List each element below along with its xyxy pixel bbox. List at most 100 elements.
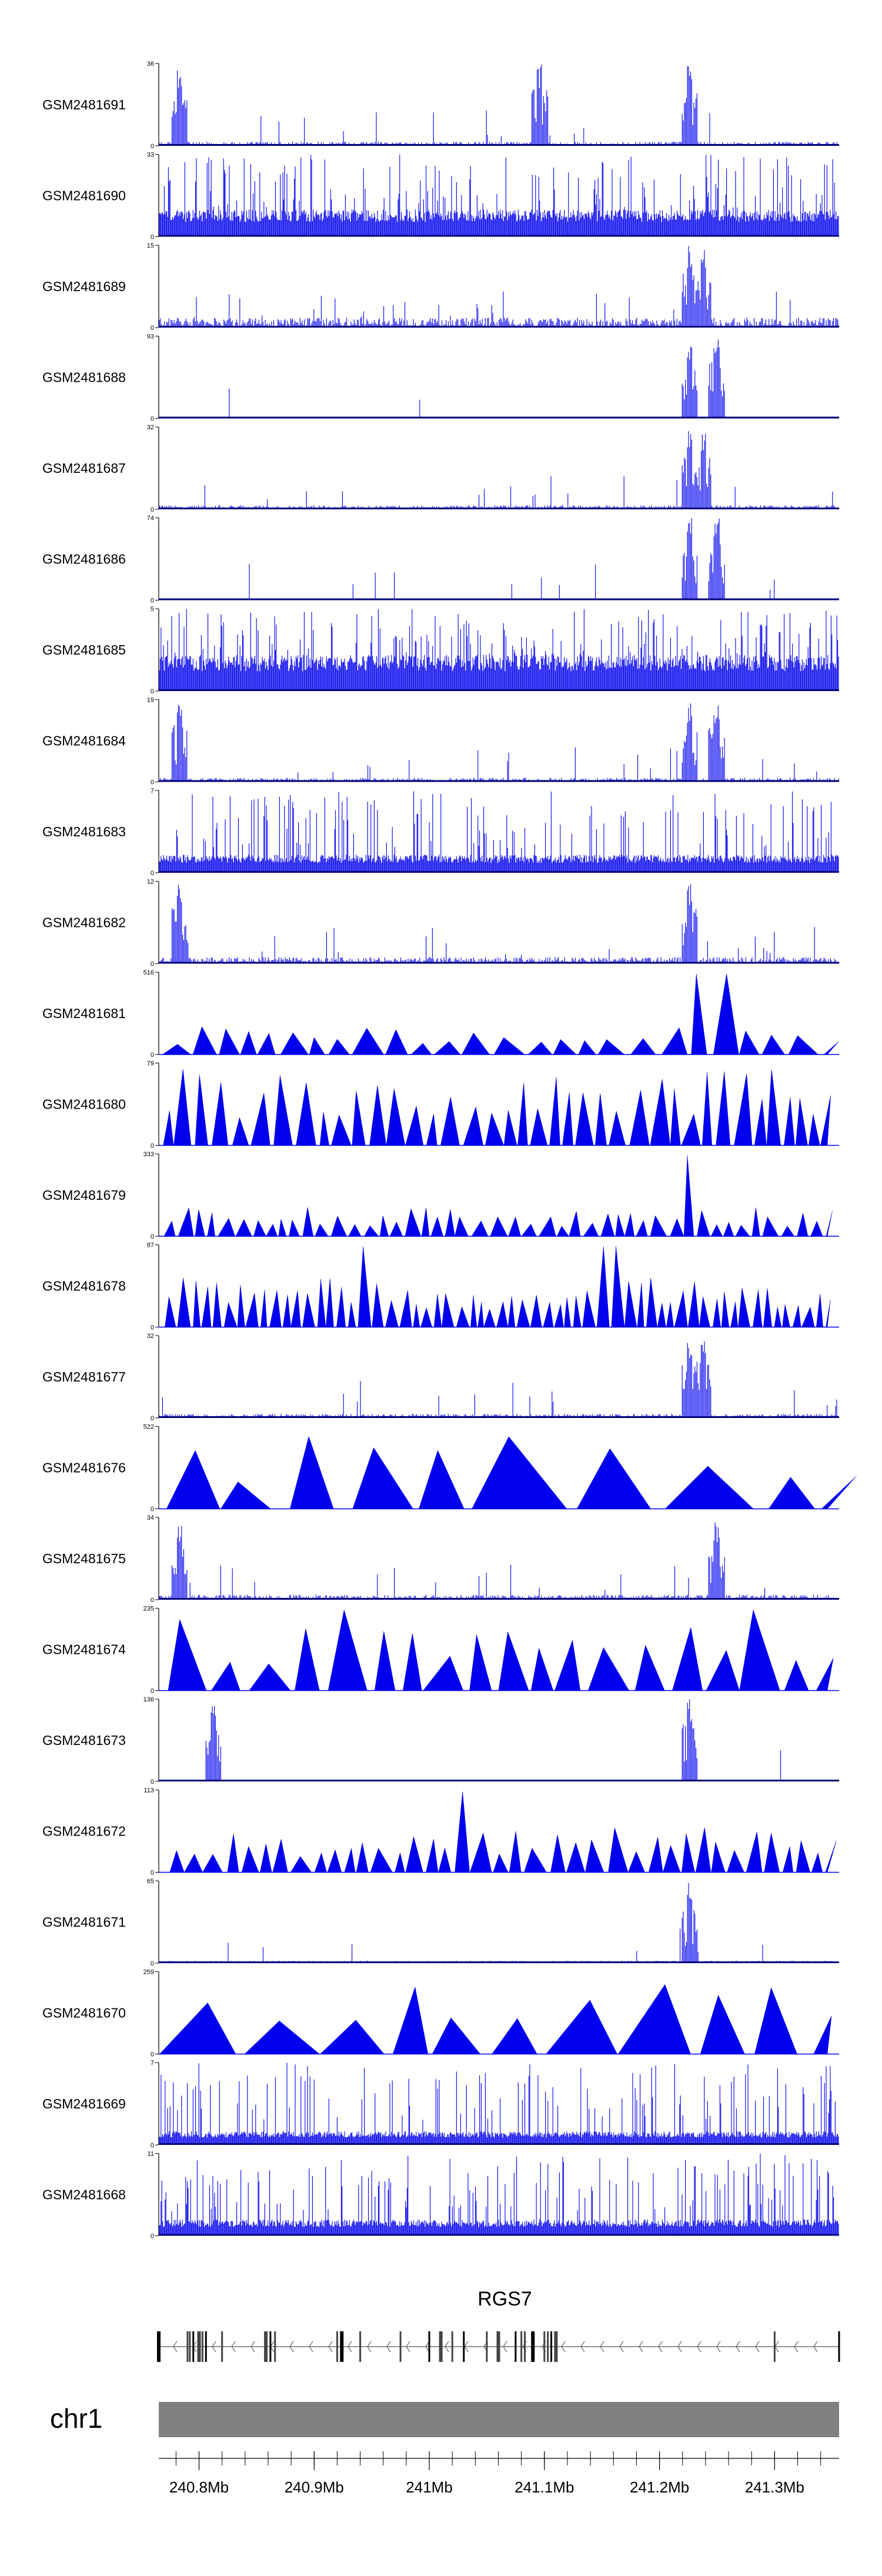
gene-exon	[520, 2331, 523, 2362]
track-GSM2481688: GSM2481688 93 0	[42, 333, 840, 423]
y-tick-label-min: 0	[151, 1688, 154, 1695]
signal-area	[159, 1984, 839, 2054]
track-label: GSM2481677	[42, 1369, 126, 1384]
gene-exon	[514, 2331, 517, 2362]
track-label: GSM2481685	[42, 642, 126, 658]
track-GSM2481670: GSM2481670 259 0	[42, 1969, 839, 2058]
y-tick-label-max: 11	[148, 2151, 154, 2158]
y-tick-label-min: 0	[151, 1506, 154, 1513]
strand-arrow	[716, 2341, 721, 2353]
axis-tick-label: 241.3Mb	[745, 2478, 804, 2496]
gene-exon	[186, 2331, 189, 2362]
y-tick-label-min: 0	[151, 325, 154, 332]
gene-exon	[157, 2331, 161, 2362]
signal-baseline	[159, 326, 839, 328]
signal-baseline	[159, 962, 839, 964]
strand-arrow	[250, 2341, 255, 2353]
signal-bars	[159, 1522, 840, 1600]
gene-exon	[838, 2331, 840, 2362]
y-tick-label-max: 33	[147, 152, 154, 159]
track-label: GSM2481684	[42, 733, 126, 749]
track-label: GSM2481678	[42, 1279, 126, 1294]
gene-exon	[189, 2331, 191, 2362]
signal-bars	[159, 339, 840, 419]
track-label: GSM2481670	[42, 2006, 126, 2021]
strand-arrow	[173, 2341, 178, 2353]
gene-model: RGS7	[157, 2288, 840, 2362]
strand-arrow	[231, 2341, 236, 2353]
track-GSM2481679: GSM2481679 333 0	[42, 1151, 839, 1240]
gene-exon	[543, 2331, 546, 2362]
gene-exon	[340, 2331, 344, 2362]
signal-area	[159, 1791, 839, 1873]
y-tick-label-max: 333	[143, 1151, 154, 1158]
strand-arrow	[639, 2341, 643, 2353]
track-label: GSM2481687	[42, 461, 126, 476]
strand-arrow	[677, 2341, 682, 2353]
y-tick-label-max: 235	[143, 1606, 154, 1613]
ideogram-bar	[159, 2402, 839, 2437]
signal-area	[159, 1436, 857, 1509]
y-tick-label-max: 32	[147, 424, 154, 431]
signal-bars	[159, 703, 840, 782]
track-label: GSM2481683	[42, 824, 126, 839]
track-GSM2481675: GSM2481675 34 0	[42, 1514, 840, 1604]
y-tick-label-max: 12	[147, 879, 154, 886]
y-tick-label-min: 0	[151, 2142, 154, 2149]
strand-arrow	[328, 2341, 333, 2353]
strand-arrow	[406, 2341, 410, 2353]
gene-name-label: RGS7	[477, 2288, 532, 2310]
track-label: GSM2481676	[42, 1460, 126, 1476]
gene-exon	[531, 2331, 535, 2362]
gene-exon	[550, 2331, 553, 2362]
y-tick-label-min: 0	[151, 416, 154, 423]
y-tick-label-max: 5	[151, 606, 154, 613]
strand-arrow	[755, 2341, 760, 2353]
track-label: GSM2481690	[42, 188, 126, 203]
y-tick-label-min: 0	[151, 1233, 154, 1240]
signal-baseline	[159, 1961, 839, 1963]
y-tick-label-min: 0	[151, 688, 154, 695]
y-tick-label-max: 79	[147, 1060, 154, 1067]
y-tick-label-max: 522	[143, 1424, 154, 1431]
gene-exon	[439, 2331, 443, 2362]
track-label: GSM2481673	[42, 1733, 126, 1748]
track-label: GSM2481679	[42, 1187, 126, 1203]
signal-baseline	[159, 144, 839, 146]
signal-area	[159, 973, 839, 1055]
track-GSM2481685: GSM2481685 5 0	[42, 606, 839, 695]
track-GSM2481680: GSM2481680 79 0	[42, 1060, 839, 1150]
y-tick-label-max: 19	[147, 697, 154, 704]
signal-baseline	[159, 1416, 839, 1418]
y-tick-label-max: 36	[147, 61, 154, 68]
track-label: GSM2481682	[42, 915, 126, 930]
signal-baseline	[159, 871, 839, 873]
track-label: GSM2481674	[42, 1642, 126, 1657]
y-tick-label-min: 0	[151, 1778, 154, 1786]
signal-baseline	[159, 689, 839, 691]
track-GSM2481669: GSM2481669 7 0	[42, 2060, 839, 2149]
strand-arrow	[813, 2341, 818, 2353]
track-label: GSM2481675	[42, 1551, 126, 1566]
y-tick-label-max: 259	[143, 1969, 154, 1976]
signal-baseline	[159, 416, 839, 419]
signal-baseline	[159, 1598, 839, 1600]
strand-arrow	[212, 2341, 216, 2353]
strand-arrow	[367, 2341, 372, 2353]
track-GSM2481677: GSM2481677 32 0	[42, 1333, 840, 1422]
track-label: GSM2481671	[42, 1914, 126, 1930]
strand-arrow	[425, 2341, 430, 2353]
strand-arrow	[794, 2341, 799, 2353]
gene-exon	[359, 2331, 362, 2362]
signal-bars	[159, 791, 839, 873]
signal-area	[159, 1610, 839, 1691]
strand-arrow	[348, 2341, 352, 2353]
gene-exon	[336, 2331, 338, 2362]
signal-bars	[159, 431, 840, 509]
signal-bars	[159, 518, 840, 600]
y-tick-label-min: 0	[151, 1870, 154, 1877]
y-tick-label-min: 0	[151, 1597, 154, 1604]
strand-arrow	[600, 2341, 604, 2353]
genome-axis: 240.8Mb 240.9Mb 241Mb 241.1Mb 241.2Mb 241.3Mb	[159, 2451, 839, 2496]
strand-arrow	[561, 2341, 566, 2353]
